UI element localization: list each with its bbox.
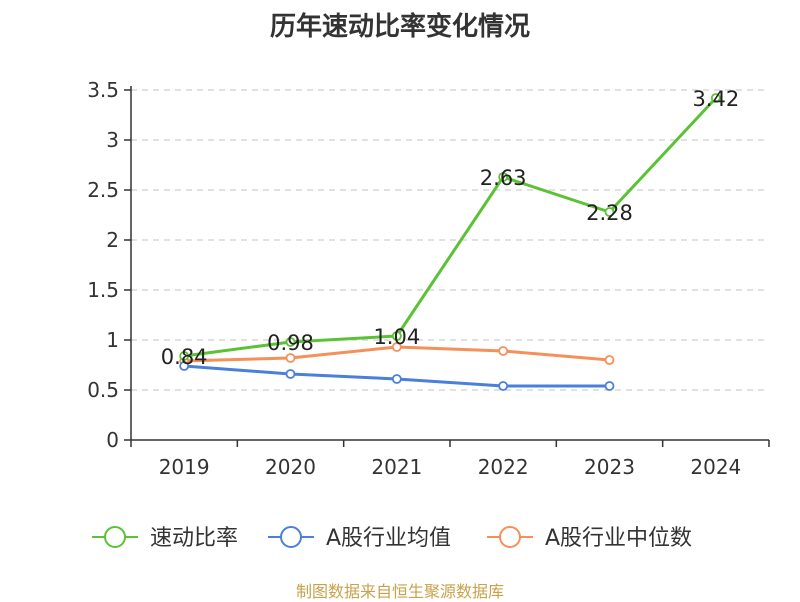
data-point — [285, 369, 296, 379]
data-label: 0.84 — [161, 345, 208, 369]
data-point — [498, 172, 509, 182]
data-label: 2.63 — [480, 166, 527, 190]
y-tick-label: 3.5 — [87, 78, 119, 102]
data-point — [285, 353, 296, 363]
data-point — [604, 381, 615, 391]
data-point — [710, 93, 721, 103]
y-tick-label: 0.5 — [87, 378, 119, 402]
data-point — [604, 207, 615, 217]
x-tick-label: 2019 — [159, 455, 210, 479]
legend-item-1[interactable]: A股行业均值 — [268, 526, 451, 551]
chart-title: 历年速动比率变化情况 — [269, 12, 530, 42]
x-tick-label: 2023 — [584, 455, 635, 479]
data-label: 1.04 — [373, 325, 420, 349]
legend-item-0[interactable]: 速动比率 — [92, 526, 238, 551]
y-axis-ticks: 0 0.5 1 1.5 2 2.5 3 3.5 — [87, 78, 131, 452]
data-label: 3.42 — [692, 87, 739, 111]
legend-marker — [280, 526, 302, 548]
data-point — [391, 374, 402, 384]
y-tick-label: 3 — [106, 128, 119, 152]
x-axis-ticks: 2019 2020 2021 2022 2023 2024 — [130, 440, 770, 479]
legend-label: 速动比率 — [150, 526, 238, 551]
data-point — [285, 337, 296, 347]
y-tick-label: 1 — [106, 328, 119, 352]
axes — [130, 86, 769, 441]
data-point — [391, 342, 402, 352]
y-tick-label: 1.5 — [87, 278, 119, 302]
x-tick-label: 2022 — [478, 455, 529, 479]
data-label: 0.98 — [267, 331, 314, 355]
series-group — [179, 93, 721, 391]
legend-label: A股行业中位数 — [545, 526, 692, 551]
legend-marker — [499, 526, 521, 548]
data-point — [179, 361, 190, 371]
grid-lines — [131, 89, 769, 391]
x-tick-label: 2024 — [690, 455, 741, 479]
source-note: 制图数据来自恒生聚源数据库 — [295, 582, 504, 601]
data-point — [391, 331, 402, 341]
y-tick-label: 2 — [106, 228, 119, 252]
data-point — [604, 355, 615, 365]
data-point — [498, 346, 509, 356]
x-tick-label: 2021 — [371, 455, 422, 479]
legend-label: A股行业均值 — [326, 526, 451, 551]
series-line-0 — [183, 96, 717, 358]
y-tick-label: 2.5 — [87, 178, 119, 202]
data-labels: 0.84 0.98 1.04 2.63 2.28 3.42 — [161, 87, 739, 369]
x-tick-label: 2020 — [265, 455, 316, 479]
data-point — [498, 381, 509, 391]
data-point — [179, 351, 190, 361]
data-label: 2.28 — [586, 201, 633, 225]
legend[interactable]: 速动比率 A股行业均值 A股行业中位数 — [92, 526, 692, 551]
y-tick-label: 0 — [106, 428, 119, 452]
legend-item-2[interactable]: A股行业中位数 — [487, 526, 692, 551]
legend-marker — [104, 526, 126, 548]
